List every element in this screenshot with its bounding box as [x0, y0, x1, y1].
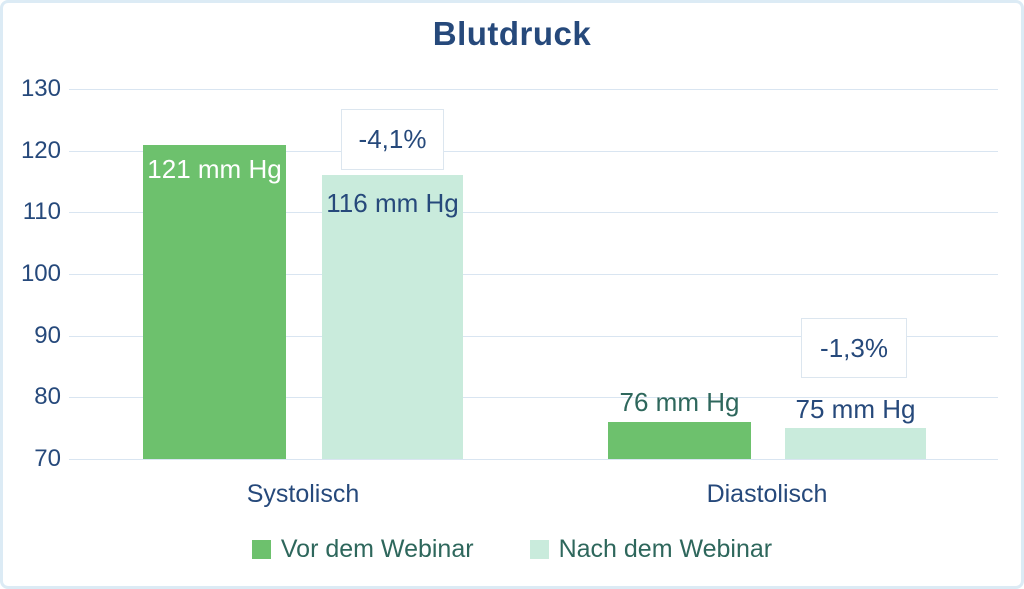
legend-swatch-nach-icon [529, 540, 549, 559]
legend: Vor dem Webinar Nach dem Webinar [3, 535, 1021, 564]
ytick-70: 70 [34, 445, 61, 472]
chart-title: Blutdruck [432, 15, 592, 52]
bar-diastolisch-vor [608, 422, 751, 459]
ytick-80: 80 [34, 383, 61, 410]
data-label-diastolisch-nach: 75 mm Hg [795, 394, 916, 424]
gridline-110 [69, 212, 998, 213]
gridline-90 [69, 336, 998, 337]
ytick-100: 100 [20, 260, 61, 287]
bar-diastolisch-nach [785, 428, 926, 459]
data-label-systolisch-nach: 116 mm Hg [326, 188, 459, 219]
ytick-120: 120 [20, 137, 61, 164]
legend-swatch-vor-icon [251, 540, 271, 559]
ytick-110: 110 [22, 198, 61, 225]
legend-item-nach: Nach dem Webinar [529, 535, 773, 564]
gridline-130 [69, 89, 998, 90]
ytick-130: 130 [20, 75, 61, 102]
gridline-120 [69, 151, 998, 152]
legend-item-vor: Vor dem Webinar [251, 535, 474, 564]
gridline-70 [69, 459, 998, 460]
plot-area: 130 120 110 100 90 80 70 121 mm Hg 116 m… [3, 3, 1021, 586]
gridline-100 [69, 274, 998, 275]
legend-label-nach: Nach dem Webinar [558, 535, 773, 563]
ytick-90: 90 [34, 322, 61, 349]
annotation-systolisch-change: -4,1% [341, 109, 444, 170]
category-label-systolisch: Systolisch [246, 480, 360, 508]
category-label-diastolisch: Diastolisch [706, 480, 828, 508]
gridline-80 [69, 397, 998, 398]
data-label-diastolisch-vor: 76 mm Hg [619, 387, 740, 417]
bar-systolisch-vor: 121 mm Hg [143, 144, 286, 459]
data-label-systolisch-vor: 121 mm Hg [147, 153, 282, 184]
annotation-diastolisch-change: -1,3% [801, 318, 907, 378]
legend-label-vor: Vor dem Webinar [280, 535, 474, 563]
bar-systolisch-nach: 116 mm Hg [322, 175, 463, 459]
